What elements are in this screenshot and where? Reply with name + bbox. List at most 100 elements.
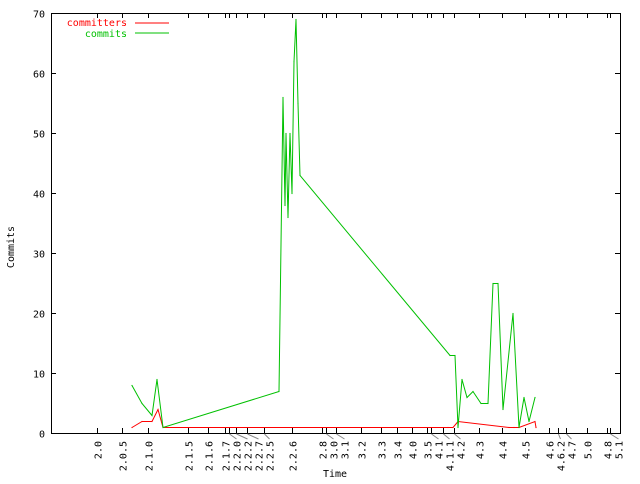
- data-point-commits: [297, 102, 299, 105]
- y-tick-label: 20: [33, 310, 45, 321]
- x-tick-label: 2.2.2: [244, 441, 255, 471]
- x-tick-label: 4.7: [568, 441, 579, 459]
- x-tick-label: 4.3: [476, 441, 487, 459]
- data-point-committers: [535, 426, 537, 429]
- data-point-commits: [287, 216, 289, 219]
- x-tick-label: 3.3: [378, 441, 389, 459]
- data-point-commits: [457, 426, 459, 429]
- x-tick-label: 4.8: [604, 441, 615, 459]
- x-tick-label: 2.0.5: [119, 441, 130, 471]
- x-tick-label: 2.2.5: [266, 441, 277, 471]
- data-point-commits: [480, 402, 482, 405]
- data-point-commits: [131, 384, 133, 387]
- data-point-commits: [492, 282, 494, 285]
- y-tick-label: 40: [33, 190, 45, 201]
- data-point-committers: [534, 420, 536, 423]
- data-point-commits: [282, 96, 284, 99]
- y-tick-label: 70: [33, 10, 45, 21]
- x-tick-label: 2.2.7: [255, 441, 266, 471]
- data-point-commits: [285, 132, 287, 135]
- x-tick-leader: [454, 433, 461, 440]
- x-tick-label: 5.0: [584, 441, 595, 459]
- data-point-commits: [528, 420, 530, 423]
- x-tick-label: 3.1: [341, 441, 352, 459]
- data-point-commits: [289, 132, 291, 135]
- x-tick-label: 3.0: [330, 441, 341, 459]
- x-tick-label: 4.1.1: [446, 441, 457, 471]
- y-tick-label: 10: [33, 370, 45, 381]
- data-point-commits: [523, 396, 525, 399]
- plot-frame: [51, 13, 621, 434]
- x-tick-label: 4.5: [522, 441, 533, 459]
- data-point-commits: [518, 426, 520, 429]
- x-tick-label: 2.2.0: [233, 441, 244, 471]
- data-point-committers: [513, 426, 515, 429]
- data-point-commits: [534, 396, 536, 399]
- x-tick-leader: [247, 433, 259, 440]
- x-tick-label: 3.2: [358, 441, 369, 459]
- data-point-commits: [454, 354, 456, 357]
- x-tick-label: 4.1: [435, 441, 446, 459]
- y-axis-label: Commits: [6, 226, 17, 268]
- x-tick-leader: [236, 433, 248, 440]
- data-point-commits: [162, 426, 164, 429]
- data-point-commits: [461, 378, 463, 381]
- legend-label-commits: commits: [85, 29, 127, 40]
- x-tick-label: 2.0: [94, 441, 105, 459]
- data-point-committers: [141, 420, 143, 423]
- x-tick-leader: [443, 433, 450, 440]
- data-point-commits: [472, 390, 474, 393]
- data-point-commits: [487, 402, 489, 405]
- x-tick-label: 4.6: [546, 441, 557, 459]
- data-point-commits: [466, 396, 468, 399]
- data-point-commits: [284, 204, 286, 207]
- data-point-commits: [278, 390, 280, 393]
- x-tick-leader: [431, 433, 439, 440]
- y-tick-label: 30: [33, 250, 45, 261]
- data-point-committers: [447, 426, 449, 429]
- data-point-commits: [497, 282, 499, 285]
- x-axis-label: Time: [323, 469, 347, 480]
- legend-label-committers: committers: [67, 18, 127, 29]
- x-tick-label: 2.1.7: [222, 441, 233, 471]
- x-tick-leader: [229, 433, 237, 440]
- data-point-commits: [502, 408, 504, 411]
- x-tick-label: 3.5: [424, 441, 435, 459]
- x-tick-label: 2.1.5: [185, 441, 196, 471]
- x-tick-label: 2.1.0: [145, 441, 156, 471]
- data-point-commits: [156, 378, 158, 381]
- legend: committers commits: [67, 18, 169, 40]
- x-tick-label: 4.2: [457, 441, 468, 459]
- series-line-commits: [131, 19, 536, 429]
- x-tick-label: 3.4: [394, 441, 405, 459]
- x-tick-label: 2.8: [319, 441, 330, 459]
- data-point-commits: [293, 60, 295, 63]
- data-point-committers: [508, 426, 510, 429]
- data-point-commits: [295, 18, 297, 21]
- data-point-commits: [449, 354, 451, 357]
- data-point-commits: [299, 174, 301, 177]
- data-point-committers: [452, 426, 454, 429]
- x-tick-leader: [558, 433, 561, 440]
- data-point-commits: [141, 402, 143, 405]
- x-tick-leader: [610, 433, 619, 440]
- data-point-commits: [151, 414, 153, 417]
- y-tick-label: 50: [33, 130, 45, 141]
- data-point-commits: [291, 192, 293, 195]
- x-tick-leader: [264, 433, 270, 440]
- x-tick-leader: [566, 433, 572, 440]
- x-tick-leader: [336, 433, 345, 440]
- x-tick-label: 4.0: [409, 441, 420, 459]
- data-point-committers: [131, 426, 133, 429]
- y-tick-label: 60: [33, 70, 45, 81]
- x-tick-label: 2.1.6: [205, 441, 216, 471]
- x-tick-label: 2.2.6: [289, 441, 300, 471]
- x-tick-label: 4.6.2: [557, 441, 568, 471]
- data-point-committers: [151, 420, 153, 423]
- y-tick-label: 0: [39, 430, 45, 441]
- data-point-commits: [512, 312, 514, 315]
- x-tick-leader: [326, 433, 334, 440]
- data-point-committers: [157, 408, 159, 411]
- x-tick-label: 4.4: [499, 441, 510, 459]
